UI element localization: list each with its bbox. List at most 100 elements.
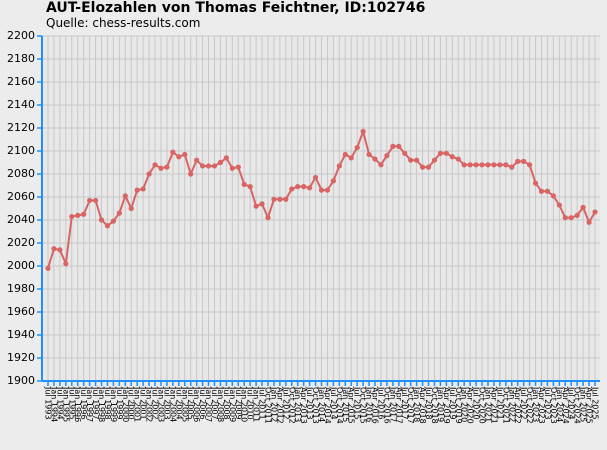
data-point xyxy=(158,165,164,171)
data-point xyxy=(461,162,467,168)
y-tick-label: 1900 xyxy=(7,374,35,387)
data-point xyxy=(235,164,241,170)
x-tick-label: Jul 2002 xyxy=(151,386,160,420)
y-tick-label: 1940 xyxy=(7,328,35,341)
data-point xyxy=(223,155,229,161)
x-tick-label: Oct 2019 xyxy=(454,387,463,424)
x-tick-label: Apr 2019 xyxy=(442,387,451,424)
data-point xyxy=(164,164,170,170)
x-tick-label: Apr 2023 xyxy=(537,387,546,424)
x-tick-label: Oct 2020 xyxy=(478,387,487,424)
x-tick-label: Jul 2017 xyxy=(400,386,409,420)
x-tick-label: Apr 2015 xyxy=(347,387,356,424)
x-tick-label: Jan 2013 xyxy=(293,386,302,422)
x-tick-label: Jan 2024 xyxy=(555,386,564,422)
x-tick-label: Jul 2023 xyxy=(543,386,552,420)
x-tick-label: Jan 1998 xyxy=(97,386,106,422)
data-point xyxy=(92,197,99,204)
data-point xyxy=(51,246,57,252)
x-tick-label: Jul 2007 xyxy=(210,386,219,420)
x-tick-label: Jul 2022 xyxy=(519,386,528,420)
data-point xyxy=(69,213,75,220)
data-point xyxy=(366,151,372,158)
data-point xyxy=(342,151,348,158)
x-tick-label: Oct 2021 xyxy=(501,387,510,424)
data-point xyxy=(509,164,515,170)
data-point xyxy=(176,154,182,160)
x-tick-label: Jul 1995 xyxy=(67,386,76,420)
data-point xyxy=(170,149,176,155)
data-point xyxy=(419,164,426,170)
y-tick-label: 2000 xyxy=(7,259,35,272)
x-tick-label: Oct 2013 xyxy=(311,387,320,424)
data-point xyxy=(289,186,295,192)
data-point xyxy=(455,156,461,162)
x-tick-label: Oct 2023 xyxy=(549,387,558,424)
y-tick-label: 1920 xyxy=(7,351,35,364)
data-point xyxy=(271,196,277,202)
data-point xyxy=(390,143,396,149)
data-point xyxy=(580,204,586,210)
data-point xyxy=(194,157,200,163)
x-tick-label: Apr 2024 xyxy=(561,387,570,424)
data-point xyxy=(431,157,438,163)
x-tick-label: Oct 2018 xyxy=(430,387,439,424)
data-point xyxy=(45,265,51,271)
x-tick-label: Apr 2018 xyxy=(418,387,427,424)
data-point xyxy=(205,163,212,169)
x-tick-label: Oct 2011 xyxy=(263,387,272,424)
data-point xyxy=(402,150,408,156)
x-tick-label: Jul 1993 xyxy=(44,386,53,420)
x-tick-label: Jan 2022 xyxy=(507,386,516,422)
x-tick-label: Jul 2006 xyxy=(198,386,207,420)
x-tick-label: Jul 2024 xyxy=(567,386,576,420)
x-tick-label: Jan 2016 xyxy=(365,386,374,422)
data-point xyxy=(140,186,146,192)
data-point xyxy=(265,215,271,221)
x-tick-label: Apr 2012 xyxy=(275,387,284,424)
data-point xyxy=(188,171,194,177)
data-point xyxy=(497,162,503,168)
data-point xyxy=(562,215,568,221)
data-point xyxy=(396,143,402,149)
data-point xyxy=(521,158,527,164)
x-tick-label: Jul 2003 xyxy=(162,386,171,420)
y-tick-label: 2100 xyxy=(7,144,35,157)
x-tick-label: Jan 2023 xyxy=(531,386,540,422)
data-point xyxy=(182,151,188,158)
data-point xyxy=(312,174,319,181)
y-tick-label: 2120 xyxy=(7,121,35,134)
x-tick-label: Jul 1998 xyxy=(103,386,112,420)
data-point xyxy=(217,159,224,166)
data-point xyxy=(408,157,414,163)
x-tick-label: Jan 2014 xyxy=(317,386,326,422)
x-tick-label: Apr 2014 xyxy=(323,387,332,424)
x-tick-label: Jan 2001 xyxy=(133,386,142,422)
data-point xyxy=(57,247,63,253)
chart-subtitle: Quelle: chess-results.com xyxy=(46,16,200,30)
x-tick-label: Jan 2021 xyxy=(483,386,492,422)
data-point xyxy=(360,128,366,135)
x-tick-label: Jan 1996 xyxy=(73,386,82,422)
data-point xyxy=(425,164,432,170)
data-point xyxy=(318,187,325,193)
data-point xyxy=(98,217,105,223)
x-tick-label: Oct 2022 xyxy=(525,387,534,424)
data-point xyxy=(515,158,521,164)
x-tick-label: Jan 2025 xyxy=(579,386,588,422)
data-point xyxy=(307,185,313,191)
data-point xyxy=(414,157,420,163)
x-tick-label: Apr 2017 xyxy=(394,387,403,424)
data-point xyxy=(437,150,444,156)
x-tick-label: Jan 2010 xyxy=(240,386,249,422)
data-point xyxy=(277,196,283,202)
x-tick-label: Apr 2013 xyxy=(299,387,308,424)
x-tick-label: Oct 2017 xyxy=(406,387,415,424)
data-point xyxy=(538,188,545,194)
data-point xyxy=(473,162,479,168)
x-tick-label: Apr 2016 xyxy=(371,387,380,424)
x-tick-label: Jul 2010 xyxy=(246,386,255,420)
data-point xyxy=(134,187,140,193)
x-tick-label: Apr 2021 xyxy=(489,387,498,424)
x-tick-label: Apr 2020 xyxy=(466,387,475,424)
